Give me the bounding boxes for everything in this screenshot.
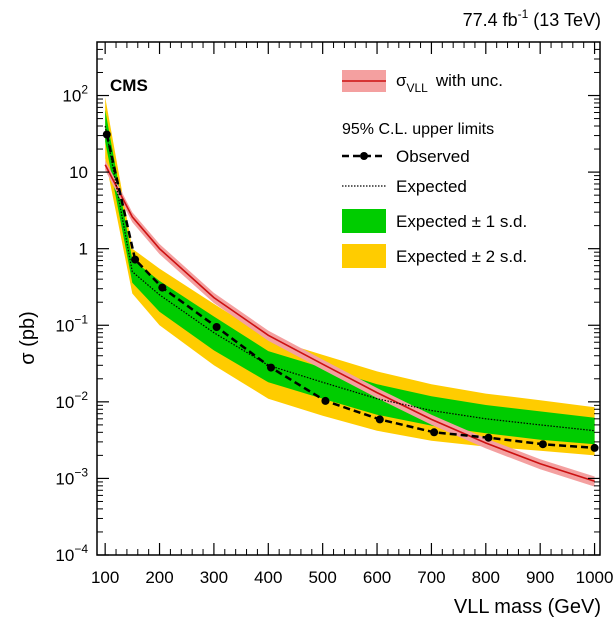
y-tick-label: 10−2: [55, 389, 88, 412]
observed-point: [267, 363, 275, 372]
legend: σVLL with unc. 95% C.L. upper limits Obse…: [342, 70, 527, 268]
legend-observed-marker: [360, 152, 368, 160]
x-tick-label: 500: [308, 568, 336, 587]
legend-theory-sigma: σ: [396, 71, 407, 90]
y-tick-exponent: 2: [81, 83, 88, 97]
y-tick-exponent: −4: [74, 542, 88, 556]
x-tick-label: 1000: [576, 568, 614, 587]
observed-point: [158, 283, 167, 292]
y-tick-label: 10−4: [55, 542, 88, 565]
experiment-label: CMS: [110, 76, 148, 95]
y-tick-label: 10−3: [55, 465, 88, 488]
plot-frame: [96, 41, 601, 556]
expected-two-sd-band: [105, 97, 595, 456]
x-tick-label: 200: [145, 568, 173, 587]
y-tick-base: 10: [55, 546, 74, 565]
legend-theory-label: σVLL with unc.: [396, 71, 503, 95]
x-tick-label: 800: [472, 568, 500, 587]
expected-one-sd-band: [105, 109, 595, 445]
observed-point: [430, 428, 439, 437]
energy-label: (13 TeV): [533, 10, 601, 30]
y-tick-base: 1: [79, 240, 88, 259]
y-tick-label: 1: [79, 240, 88, 259]
legend-one-sd-label: Expected ± 1 s.d.: [396, 212, 527, 231]
legend-one-sd-swatch: [342, 209, 386, 233]
x-tick-label: 700: [417, 568, 445, 587]
legend-header: 95% C.L. upper limits: [342, 121, 494, 138]
ticks-layer: [97, 41, 600, 556]
x-tick-label: 300: [200, 568, 228, 587]
observed-point: [321, 396, 330, 405]
y-tick-label: 10−1: [55, 312, 88, 335]
observed-point: [484, 433, 493, 442]
y-tick-base: 10: [69, 163, 88, 182]
y-tick-exponent: −1: [74, 312, 88, 326]
x-tick-label: 600: [363, 568, 391, 587]
legend-theory-rest: with unc.: [435, 71, 503, 90]
y-tick-exponent: −3: [74, 465, 88, 479]
y-tick-label: 10: [69, 163, 88, 182]
theory-cross-section-line: [104, 164, 595, 482]
x-tick-label: 400: [254, 568, 282, 587]
legend-observed-label: Observed: [396, 147, 470, 166]
y-axis-title: σ (pb): [17, 311, 39, 364]
luminosity-exponent: -1: [518, 7, 529, 21]
y-tick-exponent: −2: [74, 389, 88, 403]
luminosity-label: 77.4 fb-1 (13 TeV): [463, 7, 601, 30]
expected-limit-line: [104, 125, 595, 432]
luminosity-value: 77.4 fb: [463, 10, 518, 30]
y-tick-base: 10: [55, 316, 74, 335]
observed-point: [375, 415, 384, 424]
legend-two-sd-swatch: [342, 244, 386, 268]
bands-layer: [105, 97, 595, 456]
x-axis-title: VLL mass (GeV): [454, 596, 601, 618]
y-tick-base: 10: [55, 469, 74, 488]
points-layer: [102, 130, 599, 452]
observed-point: [212, 323, 221, 331]
legend-expected-label: Expected: [396, 177, 467, 196]
observed-point: [538, 440, 547, 449]
x-tick-label: 900: [526, 568, 554, 587]
observed-point: [102, 130, 111, 139]
x-tick-label: 100: [91, 568, 119, 587]
x-tick-labels: 100 200 300 400 500 600 700 800 900 1000: [91, 568, 614, 587]
y-tick-label: 102: [62, 83, 88, 106]
legend-theory-subscript: VLL: [407, 81, 429, 95]
observed-point: [131, 255, 140, 264]
y-tick-base: 10: [55, 393, 74, 412]
observed-point: [590, 443, 599, 452]
y-tick-base: 10: [62, 87, 81, 106]
legend-two-sd-label: Expected ± 2 s.d.: [396, 247, 527, 266]
